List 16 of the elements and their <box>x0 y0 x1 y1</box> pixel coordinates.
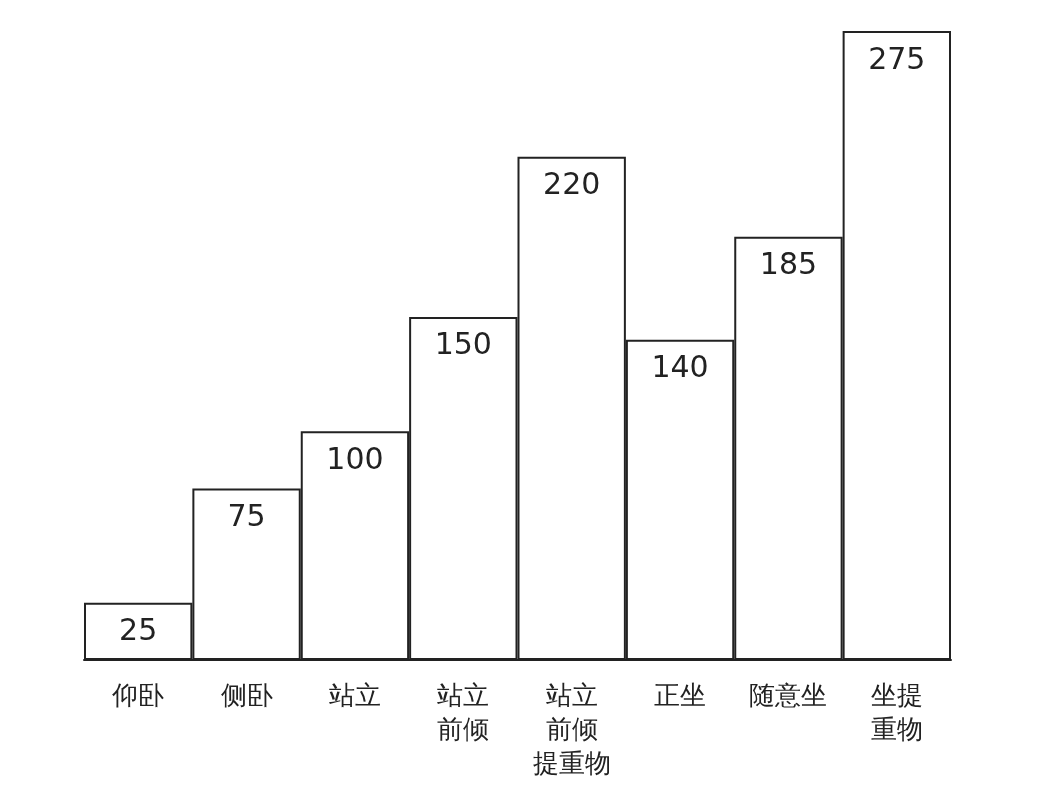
x-tick-label: 仰卧 <box>112 680 165 710</box>
data-label: 150 <box>434 326 492 362</box>
data-label: 100 <box>326 440 384 476</box>
data-label: 275 <box>868 40 926 76</box>
x-tick-label: 站立 <box>328 680 381 710</box>
data-label: 25 <box>119 612 158 648</box>
data-label: 75 <box>227 497 266 533</box>
x-tick-label: 坐提重物 <box>870 680 923 744</box>
x-tick-label: 侧卧 <box>220 680 273 710</box>
x-tick-label: 随意坐 <box>749 680 828 710</box>
data-label: 220 <box>543 166 601 202</box>
data-label: 140 <box>651 349 709 385</box>
x-tick-label: 正坐 <box>654 680 707 710</box>
x-tick-label: 站立前倾提重物 <box>532 680 611 778</box>
data-label: 185 <box>759 246 818 282</box>
x-tick-label: 站立前倾 <box>437 680 490 744</box>
